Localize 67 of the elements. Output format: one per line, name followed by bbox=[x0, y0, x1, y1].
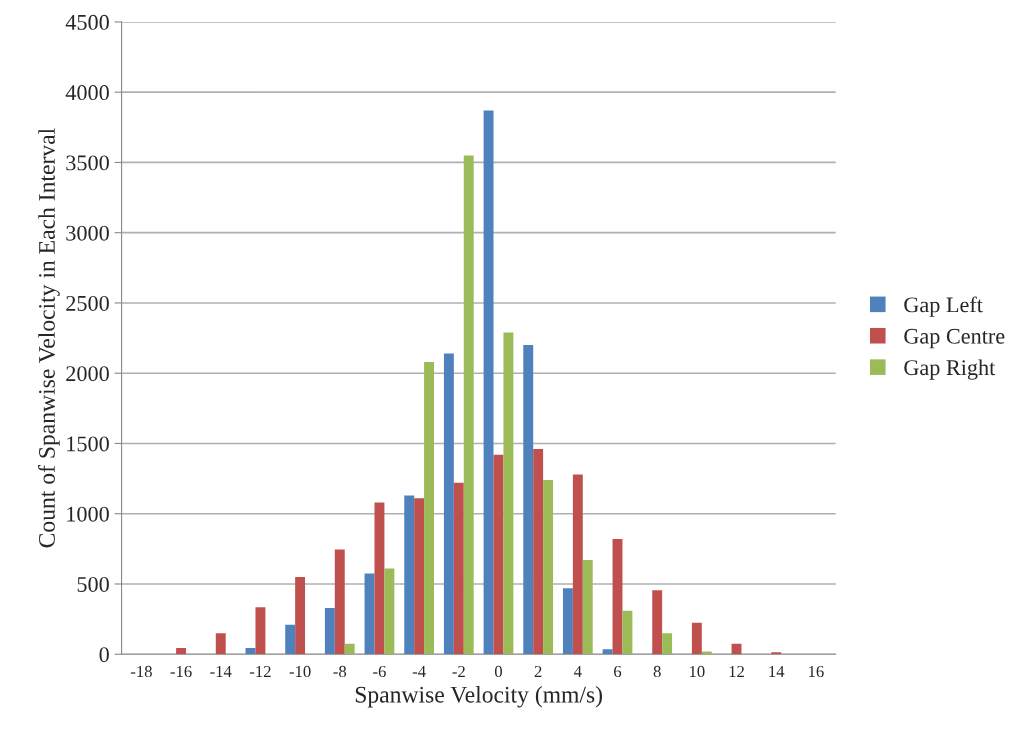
bar bbox=[483, 110, 494, 655]
bar bbox=[503, 332, 514, 655]
bar bbox=[572, 474, 583, 655]
bar bbox=[582, 560, 593, 655]
bar bbox=[374, 502, 385, 655]
x-tick-label: 8 bbox=[653, 665, 661, 678]
y-tick-label: 1000 bbox=[67, 506, 109, 522]
y-tick-label: 2500 bbox=[66, 295, 109, 311]
y-tick-label: 0 bbox=[99, 647, 109, 663]
bar bbox=[176, 647, 187, 655]
bar bbox=[543, 480, 554, 655]
x-tick-label: -16 bbox=[170, 665, 192, 678]
x-axis-title: Spanwise Velocity (mm/s) bbox=[355, 686, 602, 708]
x-tick-label: 10 bbox=[689, 665, 705, 678]
y-axis-title: Count of Spanwise Velocity in Each Interval bbox=[38, 128, 60, 548]
x-tick-label: 2 bbox=[534, 665, 542, 677]
x-tick-label: 0 bbox=[494, 665, 503, 678]
bar bbox=[364, 573, 375, 655]
y-tick-label: 500 bbox=[77, 576, 109, 592]
y-tick-label: 4500 bbox=[65, 14, 109, 30]
bar bbox=[652, 590, 663, 655]
bar bbox=[453, 482, 464, 655]
y-tick-label: 3500 bbox=[66, 155, 109, 171]
x-tick-label: -12 bbox=[249, 665, 271, 677]
legend-label: Gap Right bbox=[904, 359, 996, 380]
bar bbox=[602, 649, 613, 655]
x-tick-label: -18 bbox=[130, 665, 152, 678]
bar bbox=[255, 607, 266, 655]
x-tick-label: -10 bbox=[289, 665, 311, 678]
legend-label: Gap Left bbox=[904, 296, 983, 317]
bar bbox=[533, 449, 544, 655]
bar bbox=[523, 345, 534, 655]
x-tick-label: -8 bbox=[333, 665, 347, 678]
bar bbox=[622, 610, 633, 655]
bar bbox=[771, 652, 782, 655]
bar bbox=[404, 495, 415, 655]
bar bbox=[344, 643, 355, 655]
x-tick-label: -6 bbox=[373, 665, 386, 678]
bar bbox=[384, 568, 395, 655]
bar bbox=[463, 155, 474, 655]
legend-label: Gap Centre bbox=[904, 328, 1005, 349]
x-tick-label: 16 bbox=[809, 665, 824, 678]
x-tick-label: 12 bbox=[729, 665, 744, 677]
bar bbox=[701, 651, 712, 655]
x-tick-label: 4 bbox=[573, 665, 582, 677]
y-tick-label: 4000 bbox=[65, 85, 109, 101]
bar bbox=[662, 633, 673, 655]
bar bbox=[562, 588, 573, 655]
x-tick-label: -2 bbox=[452, 665, 465, 677]
x-tick-label: 6 bbox=[614, 665, 622, 678]
x-tick-label: -14 bbox=[210, 665, 232, 677]
x-tick-label: -4 bbox=[412, 665, 426, 677]
bar bbox=[493, 454, 504, 655]
x-tick-label: 14 bbox=[769, 665, 785, 677]
bar bbox=[324, 607, 335, 655]
bar bbox=[443, 353, 454, 655]
bar bbox=[612, 539, 623, 655]
bar bbox=[424, 361, 435, 655]
bar bbox=[691, 622, 702, 655]
bar bbox=[285, 624, 296, 655]
bar bbox=[414, 498, 425, 655]
y-tick-label: 3000 bbox=[66, 225, 109, 241]
bar bbox=[334, 549, 345, 655]
y-tick-label: 2000 bbox=[66, 366, 109, 382]
bar bbox=[215, 633, 226, 655]
y-tick-label: 1500 bbox=[67, 436, 109, 452]
bar bbox=[295, 576, 306, 655]
